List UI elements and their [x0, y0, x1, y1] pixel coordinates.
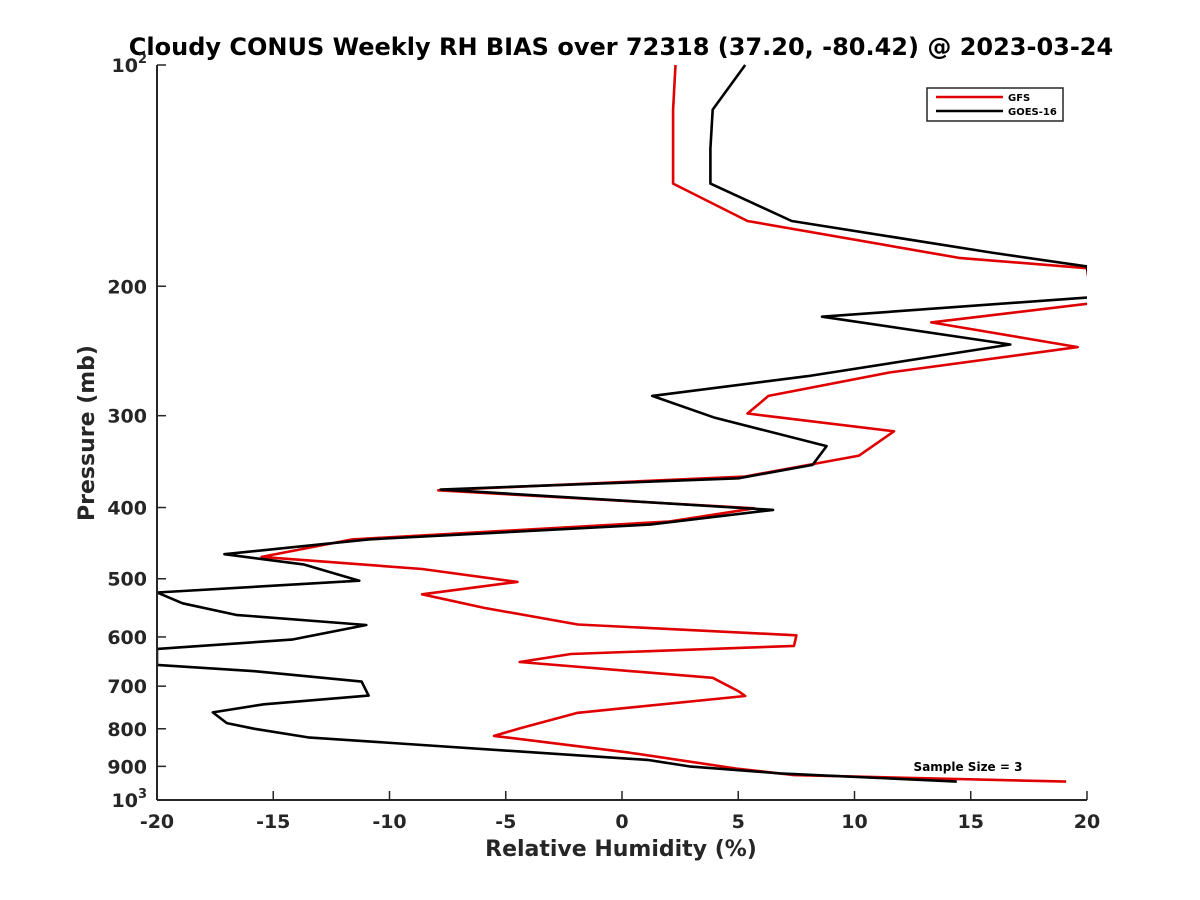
- x-tick-label: -20: [140, 811, 174, 833]
- y-tick-label: 300: [107, 406, 147, 428]
- y-tick-label: 500: [107, 569, 147, 591]
- y-tick-label: 700: [107, 676, 147, 698]
- sample-size-annotation: Sample Size = 3: [914, 760, 1023, 774]
- y-axis-label: Pressure (mb): [75, 345, 100, 521]
- y-tick-label: 600: [107, 627, 147, 649]
- legend-label-gfs: GFS: [1008, 93, 1030, 104]
- series-line-goes16: [157, 64, 1087, 783]
- x-tick-label: -10: [372, 811, 406, 833]
- series-layer: [157, 64, 1087, 783]
- x-tick-label: -15: [256, 811, 290, 833]
- y-tick-label: 800: [107, 719, 147, 741]
- y-axis-ticks: 102 200 300 400 500 600 700 800 900 103: [107, 52, 166, 812]
- x-tick-label: 5: [732, 811, 745, 833]
- y-tick-label: 103: [112, 787, 148, 812]
- y-tick-label: 900: [107, 756, 147, 778]
- x-tick-label: 0: [615, 811, 628, 833]
- legend-box: [926, 87, 1064, 122]
- x-tick-label: -5: [495, 811, 516, 833]
- y-tick-label: 102: [112, 52, 148, 77]
- legend-label-goes16: GOES-16: [1008, 107, 1057, 118]
- y-tick-label: 200: [107, 276, 147, 298]
- x-axis-label: Relative Humidity (%): [485, 837, 757, 862]
- series-line-gfs: [260, 64, 1087, 783]
- x-tick-label: 10: [841, 811, 867, 833]
- legend: GFS GOES-16: [926, 87, 1064, 122]
- y-tick-label: 400: [107, 498, 147, 520]
- x-tick-label: 20: [1074, 811, 1100, 833]
- x-axis-ticks: -20 -15 -10 -5 0 5 10 15 20: [140, 791, 1100, 833]
- x-tick-label: 15: [958, 811, 984, 833]
- chart-title: Cloudy CONUS Weekly RH BIAS over 72318 (…: [129, 33, 1113, 61]
